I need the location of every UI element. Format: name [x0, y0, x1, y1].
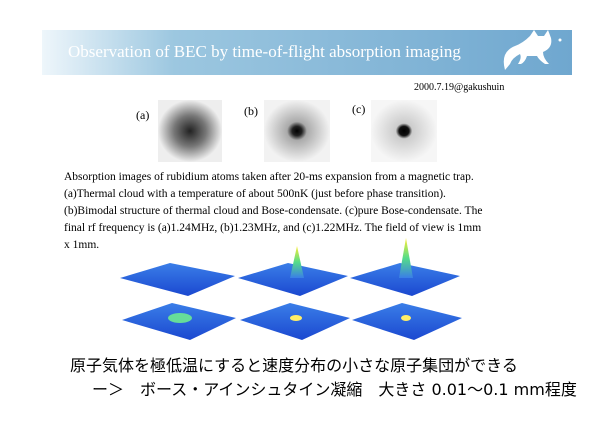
- image-label: (c): [352, 102, 366, 116]
- image-b: [264, 100, 330, 162]
- cloud-c: [401, 315, 411, 321]
- cat-icon: [503, 30, 552, 70]
- surface-b: [238, 263, 348, 296]
- star: [574, 51, 576, 53]
- peak-b: [290, 246, 304, 278]
- title-banner: [42, 30, 572, 75]
- caption-line: final rf frequency is (a)1.24MHz, (b)1.2…: [64, 222, 482, 234]
- projection-c: [352, 303, 462, 340]
- image-a: [158, 100, 222, 162]
- peak-c: [399, 238, 413, 278]
- surface-c: [350, 263, 460, 296]
- cloud-b: [290, 315, 302, 321]
- surface-plots: [120, 238, 462, 340]
- projection-b: [240, 303, 350, 340]
- caption-line: (b)Bimodal structure of thermal cloud an…: [64, 205, 483, 217]
- image-c: [371, 100, 437, 162]
- star: [558, 38, 562, 42]
- cloud-a: [168, 313, 192, 323]
- date: 2000.7.19@gakushuin: [414, 82, 505, 93]
- caption-line: x 1mm.: [64, 239, 100, 251]
- image-label: (b): [244, 104, 258, 118]
- surface-a: [120, 263, 235, 296]
- image-label: (a): [136, 108, 150, 122]
- caption-line: Absorption images of rubidium atoms take…: [64, 171, 474, 183]
- summary-line: ー＞ ボース・アインシュタイン凝縮 大きさ 0.01～0.1 mm程度: [92, 380, 577, 399]
- summary-line: 原子気体を極低温にすると速度分布の小さな原子集団ができる: [70, 356, 518, 375]
- caption-line: (a)Thermal cloud with a temperature of a…: [64, 188, 446, 200]
- slide-title: Observation of BEC by time-of-flight abs…: [68, 42, 461, 61]
